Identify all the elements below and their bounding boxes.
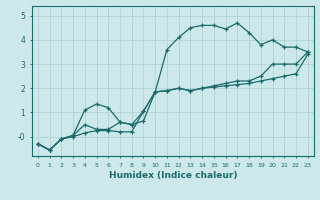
X-axis label: Humidex (Indice chaleur): Humidex (Indice chaleur)	[108, 171, 237, 180]
